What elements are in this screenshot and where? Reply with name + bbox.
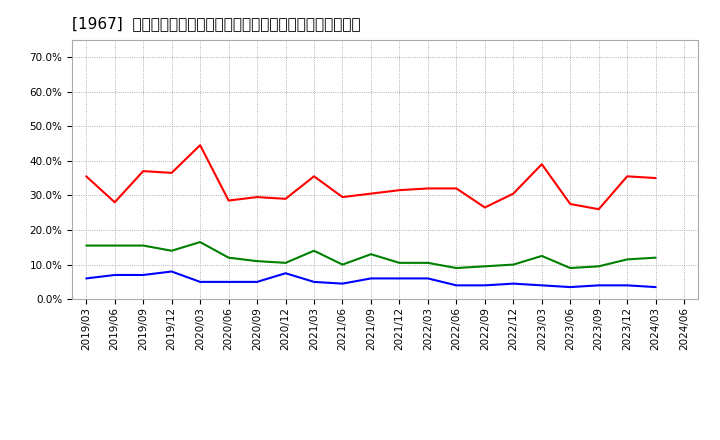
在庫 [196, 279, 204, 285]
在庫 [253, 279, 261, 285]
買入債務 [452, 265, 461, 271]
在庫 [139, 272, 148, 278]
売上債権 [110, 200, 119, 205]
売上債権 [395, 187, 404, 193]
在庫 [566, 284, 575, 290]
Line: 売上債権: 売上債権 [86, 145, 656, 209]
Line: 買入債務: 買入債務 [86, 242, 656, 268]
売上債権 [537, 161, 546, 167]
在庫 [423, 276, 432, 281]
在庫 [395, 276, 404, 281]
在庫 [366, 276, 375, 281]
在庫 [652, 284, 660, 290]
在庫 [310, 279, 318, 285]
売上債権 [509, 191, 518, 196]
在庫 [452, 283, 461, 288]
在庫 [167, 269, 176, 274]
売上債権 [652, 176, 660, 181]
買入債務 [110, 243, 119, 248]
売上債権 [167, 170, 176, 176]
買入債務 [423, 260, 432, 265]
買入債務 [537, 253, 546, 259]
Line: 在庫: 在庫 [86, 271, 656, 287]
売上債権 [595, 206, 603, 212]
売上債権 [82, 174, 91, 179]
買入債務 [139, 243, 148, 248]
売上債権 [196, 143, 204, 148]
買入債務 [623, 257, 631, 262]
在庫 [282, 271, 290, 276]
買入債務 [253, 258, 261, 264]
売上債権 [623, 174, 631, 179]
買入債務 [82, 243, 91, 248]
在庫 [338, 281, 347, 286]
買入債務 [282, 260, 290, 265]
売上債権 [282, 196, 290, 202]
買入債務 [310, 248, 318, 253]
買入債務 [167, 248, 176, 253]
買入債務 [595, 264, 603, 269]
買入債務 [480, 264, 489, 269]
買入債務 [566, 265, 575, 271]
売上債権 [566, 202, 575, 207]
売上債権 [423, 186, 432, 191]
在庫 [225, 279, 233, 285]
買入債務 [196, 239, 204, 245]
売上債権 [452, 186, 461, 191]
買入債務 [338, 262, 347, 267]
在庫 [480, 283, 489, 288]
売上債権 [338, 194, 347, 200]
売上債権 [139, 169, 148, 174]
買入債務 [509, 262, 518, 267]
売上債権 [253, 194, 261, 200]
在庫 [509, 281, 518, 286]
売上債権 [480, 205, 489, 210]
買入債務 [366, 252, 375, 257]
買入債務 [395, 260, 404, 265]
売上債権 [225, 198, 233, 203]
在庫 [595, 283, 603, 288]
在庫 [110, 272, 119, 278]
Text: [1967]  売上債権、在庫、買入債務の総資産に対する比率の推移: [1967] 売上債権、在庫、買入債務の総資産に対する比率の推移 [72, 16, 361, 32]
売上債権 [310, 174, 318, 179]
在庫 [537, 283, 546, 288]
買入債務 [652, 255, 660, 260]
売上債権 [366, 191, 375, 196]
在庫 [623, 283, 631, 288]
買入債務 [225, 255, 233, 260]
在庫 [82, 276, 91, 281]
